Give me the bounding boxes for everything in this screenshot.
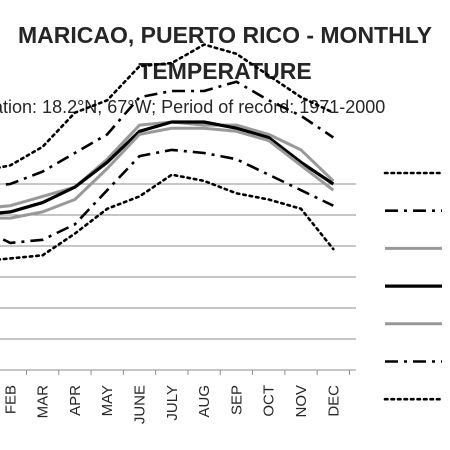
x-tick-label: JULY xyxy=(164,385,181,421)
series-line-2 xyxy=(0,80,335,187)
x-tick-label: APR xyxy=(67,385,84,416)
x-tick-label: JUNE xyxy=(132,385,149,424)
x-tick-label: MAR xyxy=(35,385,52,419)
x-tick-label: DEC xyxy=(325,385,342,417)
x-tick-label: NOV xyxy=(293,385,310,418)
series-line-1 xyxy=(0,43,335,169)
series-line-4 xyxy=(0,120,335,215)
chart-subtitle-text: Location: 18.2°N, 67°W; Period of record… xyxy=(0,97,386,117)
x-tick-label: MAY xyxy=(99,385,116,416)
chart-title-line2: TEMPERATURE xyxy=(138,58,312,84)
x-tick-label: SEP xyxy=(228,385,245,415)
x-tick-label: OCT xyxy=(261,385,278,417)
series-line-3 xyxy=(0,120,335,209)
chart-title-line1: MARICAO, PUERTO RICO - MONTHLY xyxy=(17,22,432,48)
series-line-5 xyxy=(0,126,335,220)
x-tick-label: FEB xyxy=(2,385,19,414)
x-tick-label: AUG xyxy=(196,385,213,418)
series-line-6 xyxy=(0,148,334,245)
chart-subtitle: Location: 18.2°N, 67°W; Period of record… xyxy=(0,97,450,118)
series-line-7 xyxy=(0,173,335,261)
